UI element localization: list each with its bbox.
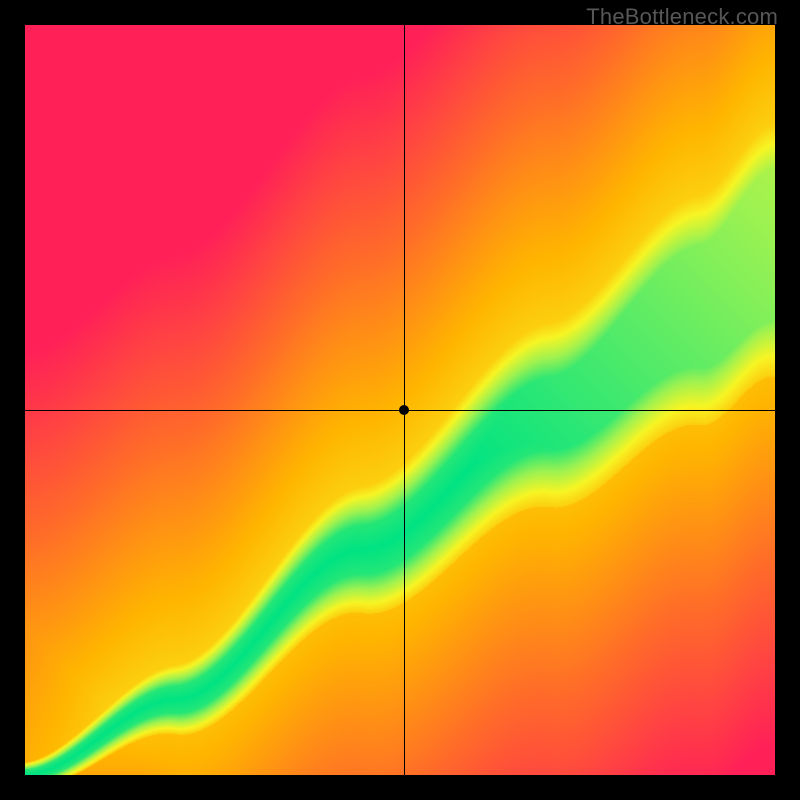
watermark-text: TheBottleneck.com (586, 4, 778, 30)
crosshair-vertical (404, 25, 405, 775)
heatmap-canvas (25, 25, 775, 775)
bottleneck-marker-dot (399, 405, 409, 415)
heatmap-plot-area (25, 25, 775, 775)
